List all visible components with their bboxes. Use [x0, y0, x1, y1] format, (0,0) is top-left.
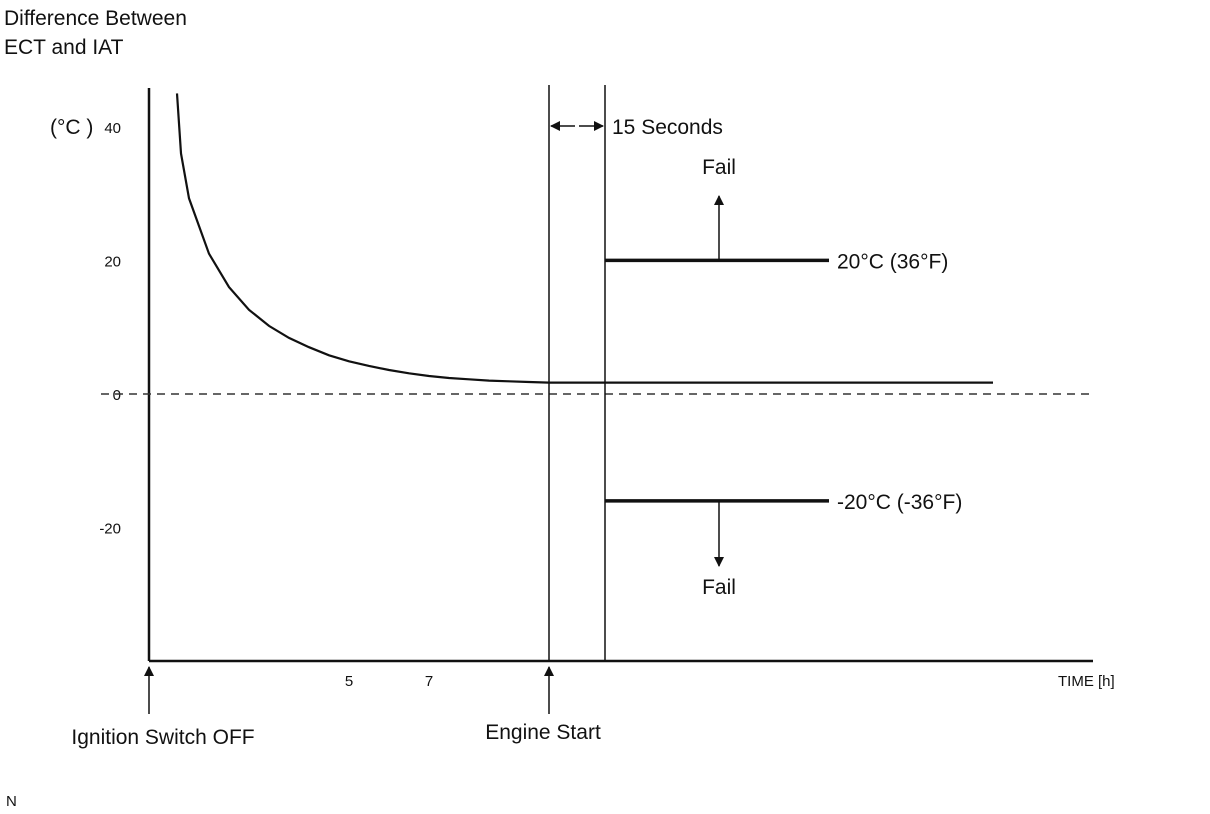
chart-title-line-2: ECT and IAT: [4, 36, 124, 59]
y-tick-label-3: -20: [99, 521, 121, 538]
series-line-0: [175, 93, 993, 384]
event-label-1: Engine Start: [485, 721, 601, 744]
x-tick-label-0: 5: [345, 673, 353, 690]
y-tick-label-2: 0: [113, 387, 121, 404]
y-tick-label-0: 40: [104, 120, 121, 137]
y-axis-unit-label: (°C ): [50, 116, 93, 139]
y-tick-label-1: 20: [104, 253, 121, 270]
event-label-0: Ignition Switch OFF: [71, 726, 254, 749]
chart-title-line-1: Difference Between: [4, 7, 187, 30]
threshold-label-0: 20°C (36°F): [837, 250, 948, 273]
interval-label: 15 Seconds: [612, 116, 723, 139]
x-tick-label-1: 7: [425, 673, 433, 690]
fail-label-1: Fail: [702, 576, 736, 599]
chart-marks: 40 20 0 -20 5 7 20°C (36°F) Fail -20°C (-36°F) Fa…: [71, 85, 1093, 749]
x-axis-label: TIME [h]: [1058, 673, 1115, 690]
footer-code: N: [6, 793, 17, 810]
fail-label-0: Fail: [702, 156, 736, 179]
threshold-label-1: -20°C (-36°F): [837, 491, 962, 514]
